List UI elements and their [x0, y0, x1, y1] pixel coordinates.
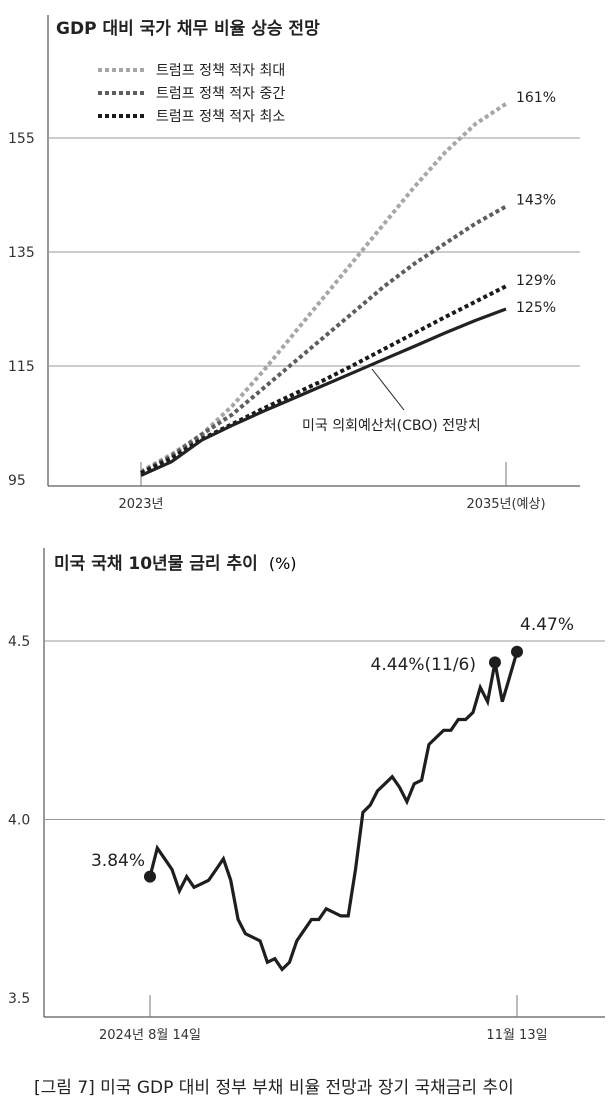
yield-chart: 미국 국채 10년물 금리 추이 (%) 3.5 4.0 4.5 2024년 8월 …	[8, 548, 605, 1043]
debt-series-line-min	[140, 284, 507, 475]
debt-legend: 트럼프 정책 적자 최대 트럼프 정책 적자 중간 트럼프 정책 적자 최소	[98, 63, 285, 125]
debt-y-tick-label: 115	[8, 359, 35, 375]
legend-label-mid: 트럼프 정책 적자 중간	[156, 86, 285, 102]
yield-start-label: 3.84%	[91, 851, 145, 871]
debt-end-label-min: 129%	[516, 273, 556, 289]
legend-label-max: 트럼프 정책 적자 최대	[156, 63, 285, 79]
yield-chart-title-row: 미국 국채 10년물 금리 추이 (%)	[54, 554, 297, 574]
debt-end-labels: 161% 143% 129% 125%	[516, 90, 556, 316]
yield-x-tick-label-end: 11월 13일	[486, 1028, 547, 1043]
yield-y-tick-label: 4.5	[8, 634, 30, 650]
cbo-annotation: 미국 의회예산처(CBO) 전망치	[302, 418, 481, 434]
cbo-annotation-leader	[371, 368, 405, 411]
yield-end-label: 4.47%	[520, 615, 574, 635]
yield-y-tick-labels: 3.5 4.0 4.5	[8, 634, 30, 1007]
figure-caption: [그림 7] 미국 GDP 대비 정부 부채 비율 전망과 장기 국채금리 추이	[34, 1078, 514, 1098]
yield-y-tick-label: 4.0	[8, 813, 30, 829]
yield-line	[148, 651, 519, 972]
debt-series-line-mid	[140, 204, 507, 475]
debt-y-tick-label: 135	[8, 245, 35, 261]
debt-y-tick-label: 155	[8, 131, 35, 147]
yield-series	[144, 645, 523, 972]
legend-label-min: 트럼프 정책 적자 최소	[156, 109, 285, 125]
yield-y-tick-label: 3.5	[8, 991, 30, 1007]
debt-end-label-mid: 143%	[516, 192, 556, 208]
debt-series-line-cbo	[140, 307, 507, 477]
debt-y-tick-label: 95	[8, 473, 26, 489]
debt-y-tick-labels: 95 115 135 155	[8, 131, 35, 489]
debt-end-label-max: 161%	[516, 90, 556, 106]
yield-gridlines	[44, 640, 605, 820]
yield-peak-dot	[488, 656, 501, 669]
debt-chart-title: GDP 대비 국가 채무 비율 상승 전망	[56, 19, 320, 39]
yield-start-dot	[144, 870, 156, 883]
yield-end-dot	[511, 645, 523, 658]
debt-series-lines	[140, 102, 508, 477]
yield-x-tick-label-start: 2024년 8월 14일	[99, 1028, 201, 1043]
debt-series-line-max	[140, 102, 508, 474]
debt-x-tick-label-2035: 2035년(예상)	[466, 497, 545, 512]
yield-chart-title: 미국 국채 10년물 금리 추이	[54, 554, 258, 574]
yield-chart-unit: (%)	[269, 554, 297, 573]
debt-end-label-cbo: 125%	[516, 300, 556, 316]
debt-gridlines	[48, 137, 580, 367]
debt-x-tick-label-2023: 2023년	[118, 497, 163, 512]
yield-peak-label: 4.44%(11/6)	[371, 655, 476, 675]
